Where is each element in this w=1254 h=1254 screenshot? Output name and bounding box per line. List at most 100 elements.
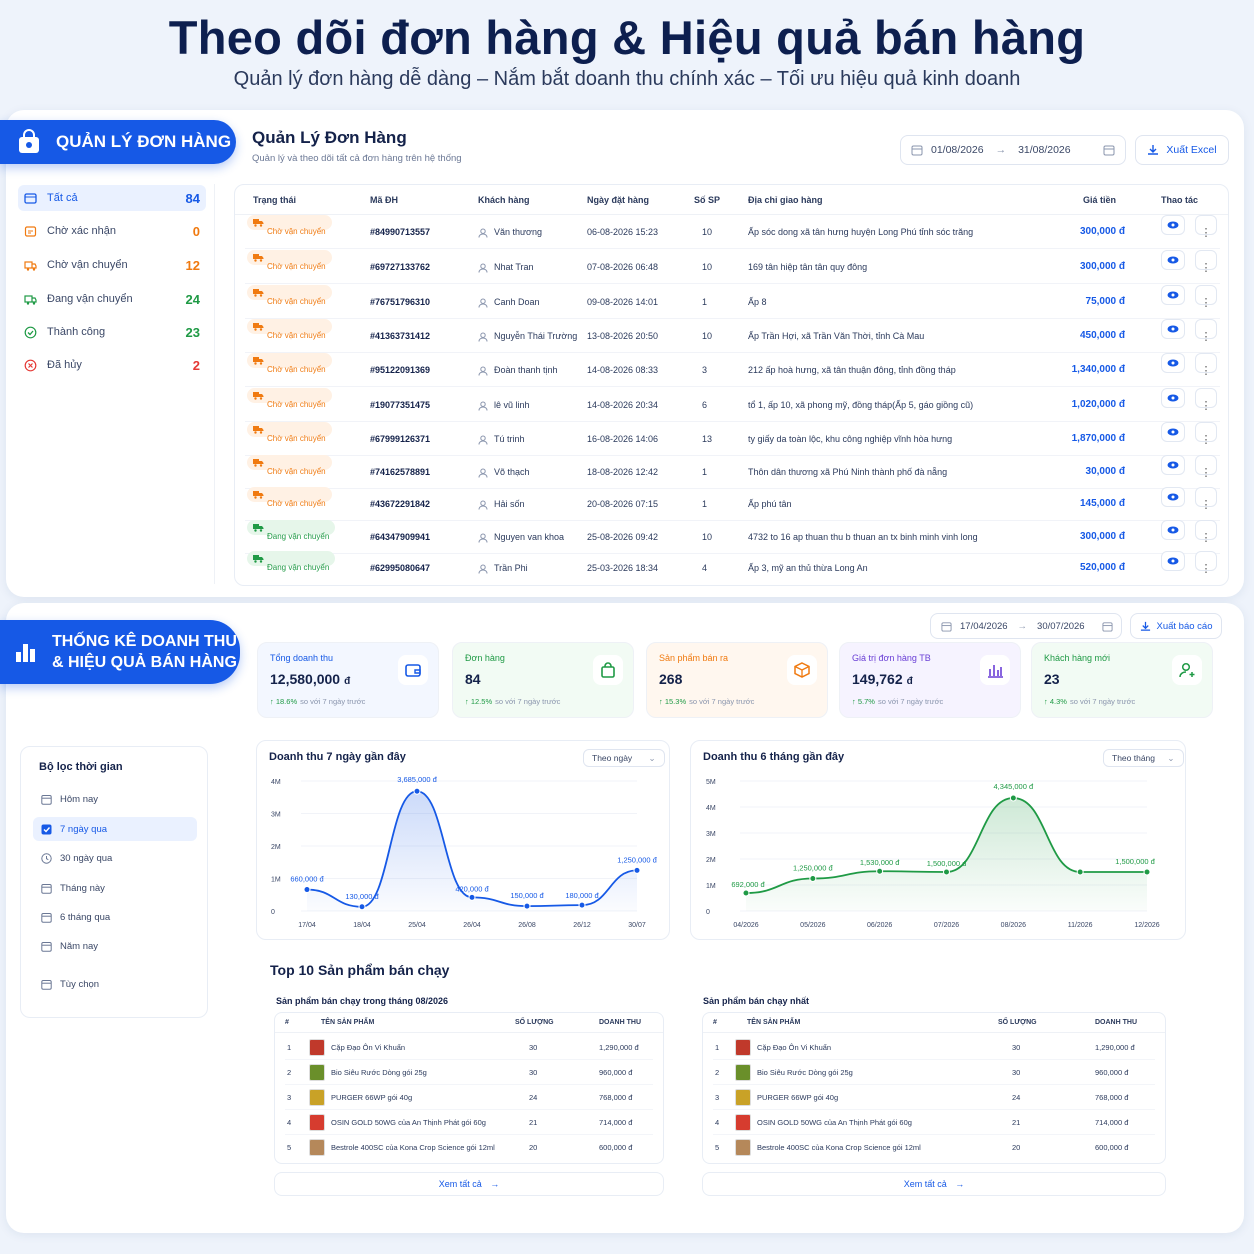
table-row[interactable]: Chờ vận chuyển #41363731412 Nguyễn Thái Tr… xyxy=(235,319,1228,353)
view-button[interactable] xyxy=(1161,250,1185,270)
see-all-button[interactable]: Xem tất cả → xyxy=(274,1172,664,1196)
order-id[interactable]: #95122091369 xyxy=(370,365,431,375)
filter-option[interactable]: 30 ngày qua xyxy=(33,846,197,870)
product-row[interactable]: 3 PURGER 66WP gói 40g 24 768,000 đ xyxy=(703,1085,1165,1110)
data-point[interactable] xyxy=(578,901,586,909)
more-options-button[interactable]: ⋮ xyxy=(1195,422,1217,446)
table-row[interactable]: Đang vận chuyển #64347909941 Nguyen van kh… xyxy=(235,520,1228,554)
data-point[interactable] xyxy=(358,903,366,911)
view-button[interactable] xyxy=(1161,551,1185,571)
product-row[interactable]: 4 OSIN GOLD 50WG của An Thịnh Phát gói 60… xyxy=(275,1110,663,1135)
export-report-button[interactable]: Xuất báo cáo xyxy=(1130,613,1222,639)
chart2-period-select[interactable]: Theo tháng ⌄ xyxy=(1103,749,1184,767)
filter-option[interactable]: Tùy chọn xyxy=(33,972,197,996)
see-all-button[interactable]: Xem tất cả → xyxy=(702,1172,1166,1196)
product-row[interactable]: 5 Bestrole 400SC của Kona Crop Science gó… xyxy=(703,1135,1165,1160)
filter-label: 6 tháng qua xyxy=(60,911,111,923)
data-point[interactable] xyxy=(1076,868,1084,876)
table-row[interactable]: Đang vận chuyển #62995080647 Trần Phi 25-03… xyxy=(235,551,1228,585)
order-id[interactable]: #64347909941 xyxy=(370,532,431,542)
view-button[interactable] xyxy=(1161,422,1185,442)
nav-item-4[interactable]: Đang vận chuyển 24 xyxy=(18,286,206,312)
filter-option[interactable]: 7 ngày qua xyxy=(33,817,197,841)
y-tick-label: 2M xyxy=(271,844,281,851)
chart1-period-select[interactable]: Theo ngày ⌄ xyxy=(583,749,665,767)
order-id[interactable]: #62995080647 xyxy=(370,563,431,573)
order-price: 1,340,000 đ xyxy=(1071,364,1125,375)
order-id[interactable]: #69727133762 xyxy=(370,262,431,272)
data-point[interactable] xyxy=(468,893,476,901)
product-revenue: 960,000 đ xyxy=(599,1068,633,1077)
order-id[interactable]: #19077351475 xyxy=(370,400,431,410)
view-button[interactable] xyxy=(1161,388,1185,408)
data-point[interactable] xyxy=(303,886,311,894)
data-point[interactable] xyxy=(742,889,750,897)
data-point[interactable] xyxy=(633,866,641,874)
view-button[interactable] xyxy=(1161,353,1185,373)
data-point[interactable] xyxy=(876,867,884,875)
data-point[interactable] xyxy=(1143,868,1151,876)
bag-icon xyxy=(593,655,623,685)
view-button[interactable] xyxy=(1161,487,1185,507)
product-row[interactable]: 2 Bio Siêu Rước Dòng gói 25g 30 960,000 đ xyxy=(703,1060,1165,1085)
view-button[interactable] xyxy=(1161,455,1185,475)
product-row[interactable]: 1 Cặp Đạo Ôn Vi Khuẩn 30 1,290,000 đ xyxy=(703,1035,1165,1060)
data-point[interactable] xyxy=(413,787,421,795)
filter-option[interactable]: Tháng này xyxy=(33,876,197,900)
table-row[interactable]: Chờ vận chuyển #95122091369 Đoàn thanh tịn… xyxy=(235,353,1228,387)
filter-option[interactable]: Năm nay xyxy=(33,934,197,958)
product-row[interactable]: 3 PURGER 66WP gói 40g 24 768,000 đ xyxy=(275,1085,663,1110)
orders-date-range[interactable]: 01/08/2026 → 31/08/2026 xyxy=(900,135,1126,165)
more-options-button[interactable]: ⋮ xyxy=(1195,551,1217,575)
order-price: 1,870,000 đ xyxy=(1071,433,1125,444)
product-row[interactable]: 5 Bestrole 400SC của Kona Crop Science gó… xyxy=(275,1135,663,1160)
table-row[interactable]: Chờ vận chuyển #67999126371 Tú trinh 16-08-… xyxy=(235,422,1228,456)
more-options-button[interactable]: ⋮ xyxy=(1195,285,1217,309)
more-options-button[interactable]: ⋮ xyxy=(1195,353,1217,377)
order-id[interactable]: #74162578891 xyxy=(370,467,431,477)
more-options-button[interactable]: ⋮ xyxy=(1195,388,1217,412)
filter-option[interactable]: 6 tháng qua xyxy=(33,905,197,929)
more-options-button[interactable]: ⋮ xyxy=(1195,455,1217,479)
data-point[interactable] xyxy=(1009,794,1017,802)
nav-item-1[interactable]: Tất cả 84 xyxy=(18,185,206,211)
product-row[interactable]: 4 OSIN GOLD 50WG của An Thịnh Phát gói 60… xyxy=(703,1110,1165,1135)
view-button[interactable] xyxy=(1161,285,1185,305)
more-options-button[interactable]: ⋮ xyxy=(1195,520,1217,544)
order-id[interactable]: #67999126371 xyxy=(370,434,431,444)
view-button[interactable] xyxy=(1161,520,1185,540)
more-options-button[interactable]: ⋮ xyxy=(1195,250,1217,274)
more-options-button[interactable]: ⋮ xyxy=(1195,487,1217,511)
table-row[interactable]: Chờ vận chuyển #43672291842 Hải sốn 20-08-2… xyxy=(235,487,1228,521)
view-button[interactable] xyxy=(1161,215,1185,235)
top-products-all-table: # TÊN SẢN PHẨM SỐ LƯỢNG DOANH THU 1 Cặp Đạo Ô… xyxy=(702,1012,1166,1164)
status-badge: Chờ vận chuyển xyxy=(247,319,332,340)
product-row[interactable]: 2 Bio Siêu Rước Dòng gói 25g 30 960,000 đ xyxy=(275,1060,663,1085)
status-label: Đang vận chuyển xyxy=(267,563,330,572)
more-options-button[interactable]: ⋮ xyxy=(1195,215,1217,239)
stats-date-range[interactable]: 17/04/2026 → 30/07/2026 xyxy=(930,613,1122,639)
table-row[interactable]: Chờ vận chuyển #69727133762 Nhat Tran 07-08… xyxy=(235,250,1228,284)
status-label: Chờ vận chuyển xyxy=(267,365,326,374)
filter-option[interactable]: Hôm nay xyxy=(33,787,197,811)
table-row[interactable]: Chờ vận chuyển #74162578891 Võ thạch 18-08-… xyxy=(235,455,1228,489)
export-excel-button[interactable]: Xuất Excel xyxy=(1135,135,1229,165)
data-point[interactable] xyxy=(523,902,531,910)
product-row[interactable]: 1 Cặp Đạo Ôn Vi Khuẩn 30 1,290,000 đ xyxy=(275,1035,663,1060)
table-row[interactable]: Chờ vận chuyển #76751796310 Canh Doan 09-08… xyxy=(235,285,1228,319)
nav-item-6[interactable]: Đã hủy 2 xyxy=(18,352,206,378)
nav-item-2[interactable]: Chờ xác nhận 0 xyxy=(18,218,206,244)
more-options-button[interactable]: ⋮ xyxy=(1195,319,1217,343)
order-id[interactable]: #43672291842 xyxy=(370,499,431,509)
table-row[interactable]: Chờ vận chuyển #84990713557 Văn thương 06-0… xyxy=(235,215,1228,249)
data-point[interactable] xyxy=(943,868,950,876)
order-id[interactable]: #41363731412 xyxy=(370,331,431,341)
data-point[interactable] xyxy=(809,875,817,882)
order-id[interactable]: #84990713557 xyxy=(370,227,431,237)
view-button[interactable] xyxy=(1161,319,1185,339)
nav-item-3[interactable]: Chờ vận chuyển 12 xyxy=(18,252,206,278)
product-qty: 24 xyxy=(529,1093,538,1102)
order-id[interactable]: #76751796310 xyxy=(370,297,431,307)
nav-item-5[interactable]: Thành công 23 xyxy=(18,319,206,345)
table-row[interactable]: Chờ vận chuyển #19077351475 lê vũ linh 14-0… xyxy=(235,388,1228,422)
